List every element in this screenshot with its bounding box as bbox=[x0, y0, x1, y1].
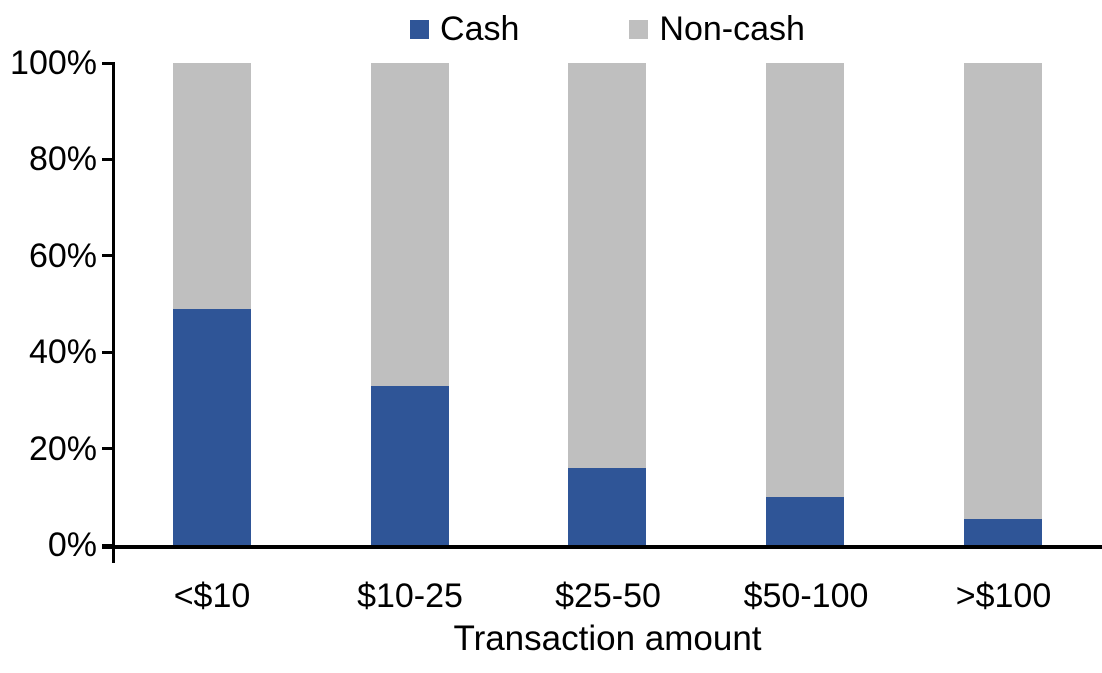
bar-3 bbox=[509, 63, 707, 545]
bar-segment-non-cash bbox=[568, 63, 647, 468]
bar-segment-non-cash bbox=[766, 63, 845, 497]
bar-segment-cash bbox=[766, 496, 845, 545]
y-axis-tick bbox=[102, 447, 115, 450]
y-tick-label-20: 20% bbox=[28, 430, 97, 468]
x-tick-label: $10-25 bbox=[357, 577, 463, 615]
bar-segment-cash bbox=[964, 518, 1043, 545]
legend-label-cash: Cash bbox=[440, 10, 520, 48]
x-tick-label: $50-100 bbox=[743, 577, 869, 615]
bar-segment-non-cash bbox=[172, 63, 251, 309]
bar-5 bbox=[904, 63, 1102, 545]
y-tick-label-80: 80% bbox=[28, 140, 97, 178]
plot-area bbox=[113, 63, 1102, 545]
y-tick-label-0: 0% bbox=[47, 526, 97, 564]
bar-segment-cash bbox=[568, 467, 647, 545]
bar-1 bbox=[113, 63, 311, 545]
y-tick-label-60: 60% bbox=[28, 237, 97, 275]
bar-2 bbox=[311, 63, 509, 545]
y-axis-tick bbox=[102, 158, 115, 161]
legend-item-noncash: Non-cash bbox=[629, 8, 805, 50]
bar-segment-cash bbox=[370, 385, 449, 545]
legend-label-noncash: Non-cash bbox=[659, 10, 805, 48]
x-tick-label: <$10 bbox=[173, 577, 251, 615]
bar-segment-cash bbox=[172, 308, 251, 545]
bar-segment-non-cash bbox=[964, 63, 1043, 519]
x-axis-line bbox=[102, 545, 1102, 549]
x-tick-label: >$100 bbox=[955, 577, 1052, 615]
y-axis-tick bbox=[102, 62, 115, 65]
y-axis-tick bbox=[102, 254, 115, 257]
bar-segment-non-cash bbox=[370, 63, 449, 386]
y-tick-label-40: 40% bbox=[28, 333, 97, 371]
y-axis-line bbox=[112, 63, 115, 563]
noncash-swatch-icon bbox=[629, 19, 649, 39]
bar-4 bbox=[706, 63, 904, 545]
y-tick-label-100: 100% bbox=[10, 44, 97, 82]
x-tick-label: $25-50 bbox=[555, 577, 661, 615]
legend-item-cash: Cash bbox=[410, 8, 519, 50]
chart-legend: Cash Non-cash bbox=[113, 8, 1102, 50]
y-axis-tick bbox=[102, 351, 115, 354]
x-axis-title: Transaction amount bbox=[453, 619, 762, 658]
cash-swatch-icon bbox=[410, 19, 430, 39]
